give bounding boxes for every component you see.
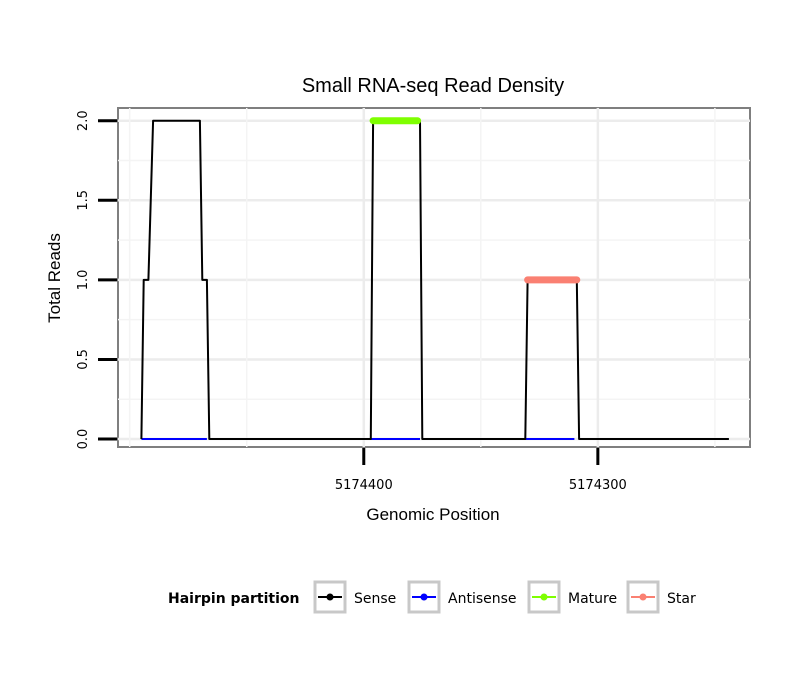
y-axis-title: Total Reads xyxy=(45,233,64,323)
y-tick-label: 0.5 xyxy=(76,349,91,370)
x-axis: 5174400 5174300 xyxy=(335,448,627,493)
chart-title: Small RNA-seq Read Density xyxy=(302,75,564,97)
y-tick-label: 0.0 xyxy=(76,429,91,450)
legend-item-star: Star xyxy=(626,580,696,614)
x-axis-title: Genomic Position xyxy=(366,505,499,524)
legend-key-point xyxy=(420,593,428,601)
x-tick-label: 5174400 xyxy=(335,478,393,493)
legend: Hairpin partition Sense Antisense Mature St… xyxy=(168,580,696,614)
legend-item-mature: Mature xyxy=(527,580,617,614)
legend-label: Mature xyxy=(568,591,617,607)
plot-panel xyxy=(117,107,751,448)
y-tick-label: 2.0 xyxy=(76,110,91,131)
series-layer xyxy=(140,117,729,440)
legend-title: Hairpin partition xyxy=(168,591,299,607)
legend-key-point xyxy=(540,593,548,601)
legend-key-point xyxy=(639,593,647,601)
y-tick-label: 1.5 xyxy=(76,190,91,211)
y-tick-label: 1.0 xyxy=(76,270,91,291)
legend-key-point xyxy=(326,593,334,601)
y-axis: 0.0 0.5 1.0 1.5 2.0 xyxy=(76,110,117,449)
legend-label: Star xyxy=(667,591,696,607)
legend-label: Antisense xyxy=(448,591,517,607)
legend-label: Sense xyxy=(354,591,396,607)
x-tick-label: 5174300 xyxy=(569,478,627,493)
legend-item-antisense: Antisense xyxy=(407,580,517,614)
legend-item-sense: Sense xyxy=(313,580,396,614)
